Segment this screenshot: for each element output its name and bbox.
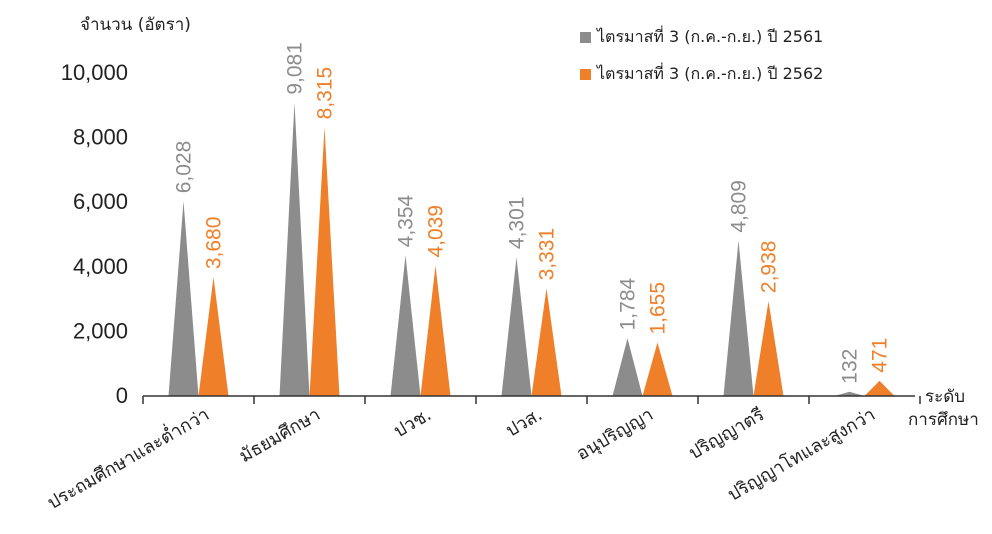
bar-2562 [420, 265, 451, 396]
y-tick-label: 8,000 [73, 125, 128, 150]
x-tick-label: ปริญญาตรี [685, 404, 768, 464]
data-label: 6,028 [173, 141, 196, 194]
bar-2561 [390, 255, 421, 396]
x-tick-label: ปวช. [390, 404, 435, 442]
data-label: 2,938 [758, 241, 781, 294]
bar-2562 [198, 277, 229, 396]
bar-2561 [168, 201, 199, 396]
bar-2562 [753, 301, 784, 396]
data-label: 1,784 [617, 278, 640, 331]
y-tick-label: 0 [116, 383, 128, 408]
bar-2562 [531, 288, 562, 396]
y-axis-title: จำนวน (อัตรา) [80, 15, 191, 35]
legend-swatch [580, 69, 591, 80]
data-label: 471 [869, 338, 892, 373]
data-label: 4,039 [425, 205, 448, 258]
data-label: 3,680 [203, 217, 226, 270]
x-tick-label: มัธยมศึกษา [236, 404, 324, 467]
data-label: 1,655 [647, 282, 670, 335]
data-label: 132 [839, 349, 862, 384]
legend-label: ไตรมาสที่ 3 (ก.ค.-ก.ย.) ปี 2561 [595, 25, 823, 46]
y-tick-label: 4,000 [73, 254, 128, 279]
x-axis-title-line2: การศึกษา [908, 410, 979, 430]
y-axis: 0 2,000 4,000 6,000 8,000 10,000 [61, 60, 128, 408]
x-axis-title-line1: ระดับ [925, 387, 965, 407]
bar-2561 [834, 391, 865, 396]
data-label: 4,354 [395, 194, 418, 247]
legend-label: ไตรมาสที่ 3 (ก.ค.-ก.ย.) ปี 2562 [595, 62, 823, 83]
bar-2561 [501, 257, 532, 396]
data-label: 4,301 [506, 197, 529, 250]
x-tick-label: ประถมศึกษาและต่ำกว่า [42, 402, 213, 514]
x-tick-label: ปวส. [502, 404, 546, 441]
data-label: 9,081 [284, 42, 307, 95]
bar-2562 [642, 342, 673, 396]
y-tick-label: 6,000 [73, 189, 128, 214]
data-label: 4,809 [728, 180, 751, 233]
bar-2562 [309, 127, 340, 396]
y-tick-label: 10,000 [61, 60, 128, 85]
x-axis: ประถมศึกษาและต่ำกว่า มัธยมศึกษา ปวช. ปวส. อน… [42, 396, 921, 514]
bar-2561 [612, 338, 643, 396]
legend-swatch [580, 32, 591, 43]
bar-2561 [723, 240, 754, 396]
data-label: 3,331 [536, 228, 559, 281]
x-tick-label: อนุปริญญา [573, 404, 657, 465]
data-label: 8,315 [314, 67, 337, 120]
y-tick-label: 2,000 [73, 318, 128, 343]
legend: ไตรมาสที่ 3 (ก.ค.-ก.ย.) ปี 2561 ไตรมาสที่… [580, 25, 823, 83]
chart-marks: 6,028 3,680 9,081 8,315 4,354 4,039 4,301 3,331… [168, 42, 895, 396]
bar-2562 [864, 380, 895, 396]
bar-2561 [279, 102, 310, 396]
